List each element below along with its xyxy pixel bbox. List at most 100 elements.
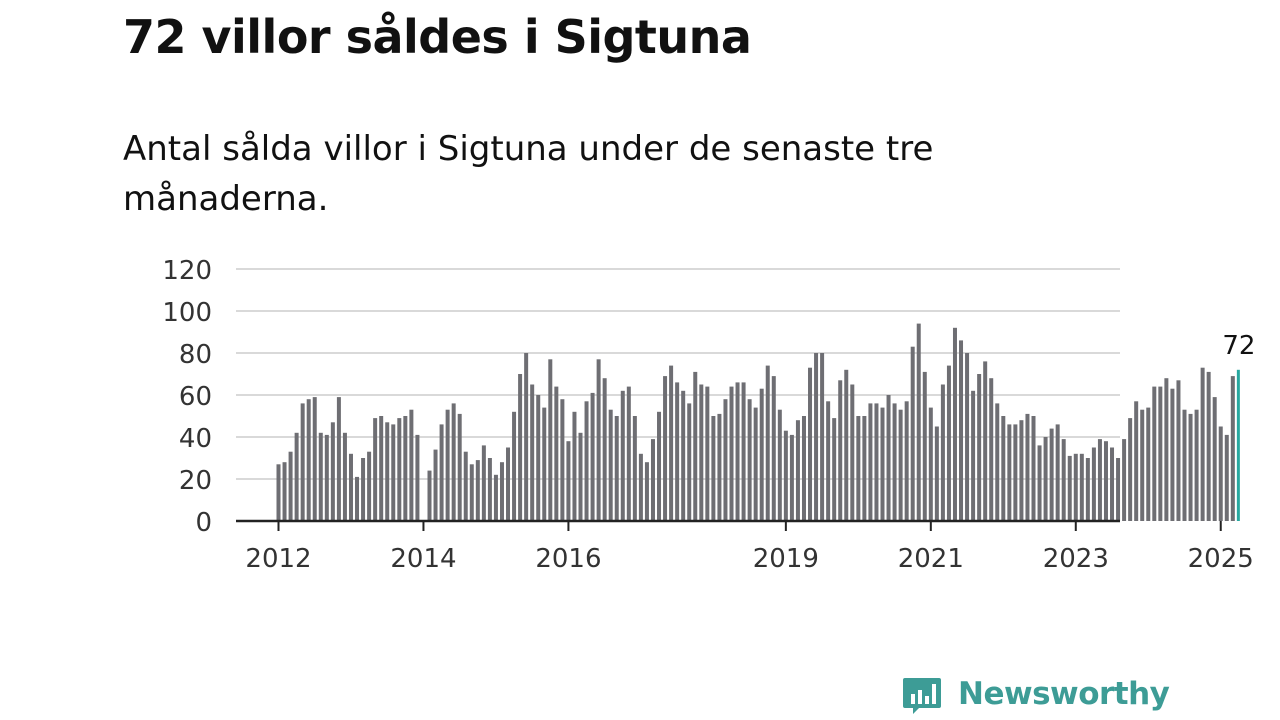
bar: [578, 432, 583, 521]
bar: [1019, 420, 1024, 521]
x-tick-label: 2021: [898, 544, 964, 574]
bar: [741, 382, 746, 521]
bar: [789, 434, 794, 521]
bar: [276, 464, 281, 521]
bar: [590, 392, 595, 521]
bar: [584, 401, 589, 521]
bar: [445, 409, 450, 521]
bar: [880, 407, 885, 521]
bar: [632, 416, 637, 521]
bar: [554, 386, 559, 521]
bar: [675, 382, 680, 521]
bar: [1194, 409, 1199, 521]
bar: [952, 327, 957, 521]
bar: [427, 470, 432, 521]
bar: [330, 422, 335, 521]
bar: [493, 474, 498, 521]
brand-name: Newsworthy: [958, 676, 1170, 712]
y-tick-label: 100: [162, 298, 212, 328]
bar: [814, 353, 819, 521]
bar: [608, 409, 613, 521]
bar: [868, 403, 873, 521]
bar: [650, 439, 655, 521]
bar: [1031, 416, 1036, 521]
bar: [735, 382, 740, 521]
bar: [397, 418, 402, 521]
bar: [439, 424, 444, 521]
bar: [1091, 447, 1096, 521]
bar: [409, 409, 414, 521]
bar: [572, 411, 577, 521]
bar: [1043, 437, 1048, 521]
chart-title: 72 villor såldes i Sigtuna: [123, 10, 752, 64]
bar: [783, 430, 788, 521]
bar: [403, 416, 408, 521]
bar: [1007, 424, 1012, 521]
y-tick-label: 60: [179, 382, 212, 412]
bar: [801, 416, 806, 521]
bar: [457, 413, 462, 521]
bar: [832, 418, 837, 521]
bar: [1128, 418, 1133, 521]
bar: [530, 384, 535, 521]
bar: [657, 411, 662, 521]
bar: [1146, 407, 1151, 521]
bar-highlight: [1236, 369, 1240, 521]
bar: [983, 361, 988, 521]
x-axis: 2012 2014 2016 2019 2021 2023 2025: [236, 519, 1254, 574]
bar: [391, 424, 396, 521]
bar: [910, 346, 915, 521]
bar: [1067, 455, 1072, 521]
bar: [1170, 388, 1175, 521]
bar: [663, 376, 668, 521]
bar: [379, 416, 384, 521]
bar: [934, 426, 939, 521]
bar: [1061, 439, 1066, 521]
bar: [1001, 416, 1006, 521]
y-tick-label: 80: [179, 340, 212, 370]
bar: [977, 374, 982, 521]
bar: [300, 403, 305, 521]
bar: [560, 399, 565, 521]
bar: [282, 462, 287, 521]
bar: [886, 395, 891, 521]
bar: [904, 401, 909, 521]
bar: [856, 416, 861, 521]
bar: [1158, 386, 1163, 521]
x-tick-label: 2019: [753, 544, 819, 574]
bar: [626, 386, 631, 521]
bar: [729, 386, 734, 521]
x-tick-label: 2014: [390, 544, 456, 574]
bar: [795, 420, 800, 521]
bar: [506, 447, 511, 521]
bar: [687, 403, 692, 521]
bar: [820, 353, 825, 521]
bar: [487, 458, 492, 521]
bar: [1212, 397, 1217, 521]
bar: [1049, 428, 1054, 521]
bar: [548, 359, 553, 521]
bar: [1140, 409, 1145, 521]
bar: [892, 403, 897, 521]
x-tick-label: 2012: [245, 544, 311, 574]
highlight-value-label: 72: [1222, 331, 1255, 361]
bar: [638, 453, 643, 521]
bar: [862, 416, 867, 521]
bar: [1073, 453, 1078, 521]
bar: [759, 388, 764, 521]
bar: [989, 378, 994, 521]
bar: [1122, 439, 1127, 521]
bar: [385, 422, 390, 521]
bar-chart: 0 20 40 60 80 100 120 2012 2014 2016 2019 2021 2023…: [162, 256, 1258, 574]
y-tick-label: 0: [195, 508, 212, 538]
bar: [1037, 445, 1042, 521]
bar: [1176, 380, 1181, 521]
bar: [367, 451, 372, 521]
bar: [946, 365, 951, 521]
y-axis-labels: 0 20 40 60 80 100 120: [162, 256, 212, 538]
bar: [481, 445, 486, 521]
bar: [1097, 439, 1102, 521]
bar: [777, 409, 782, 521]
bar: [717, 413, 722, 521]
bar: [669, 365, 674, 521]
